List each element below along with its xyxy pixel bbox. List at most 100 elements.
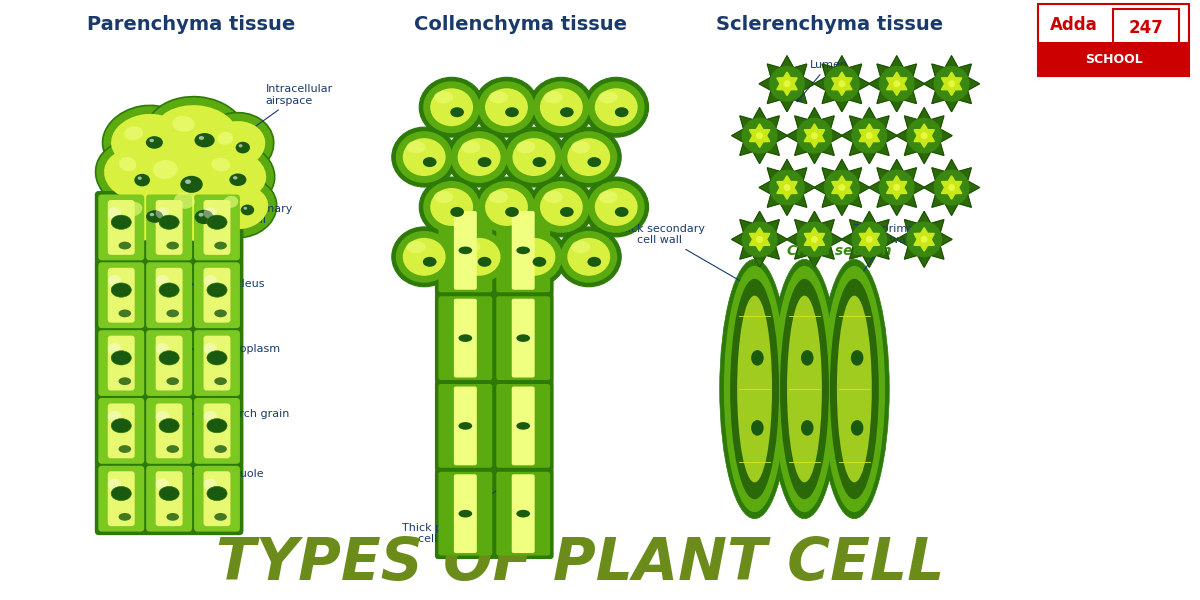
Ellipse shape — [206, 121, 265, 168]
Polygon shape — [880, 67, 914, 101]
Polygon shape — [935, 67, 968, 101]
Ellipse shape — [96, 140, 176, 209]
FancyBboxPatch shape — [191, 259, 244, 332]
Polygon shape — [760, 56, 815, 112]
Ellipse shape — [160, 419, 179, 433]
Ellipse shape — [215, 445, 227, 453]
FancyBboxPatch shape — [156, 200, 182, 255]
Ellipse shape — [774, 266, 835, 512]
Ellipse shape — [215, 377, 227, 385]
Ellipse shape — [948, 184, 955, 191]
Ellipse shape — [446, 227, 511, 287]
FancyBboxPatch shape — [454, 474, 476, 553]
Ellipse shape — [204, 275, 217, 287]
Polygon shape — [732, 108, 787, 164]
Ellipse shape — [588, 181, 644, 233]
Ellipse shape — [512, 238, 556, 276]
Ellipse shape — [560, 207, 574, 217]
Ellipse shape — [784, 80, 791, 87]
Ellipse shape — [198, 113, 274, 176]
Polygon shape — [907, 222, 942, 257]
FancyBboxPatch shape — [95, 326, 148, 400]
Polygon shape — [942, 72, 961, 95]
FancyBboxPatch shape — [511, 386, 535, 465]
Ellipse shape — [241, 205, 254, 215]
FancyBboxPatch shape — [95, 463, 148, 535]
Ellipse shape — [206, 419, 227, 433]
FancyBboxPatch shape — [1038, 42, 1189, 76]
Polygon shape — [786, 211, 842, 268]
FancyBboxPatch shape — [497, 472, 550, 556]
Ellipse shape — [194, 210, 214, 224]
Ellipse shape — [156, 343, 169, 355]
Ellipse shape — [102, 106, 190, 174]
Polygon shape — [869, 160, 925, 215]
Ellipse shape — [533, 157, 546, 167]
Ellipse shape — [167, 445, 179, 453]
Ellipse shape — [204, 343, 217, 355]
Ellipse shape — [119, 242, 131, 250]
Ellipse shape — [588, 157, 601, 167]
Ellipse shape — [185, 179, 191, 184]
FancyBboxPatch shape — [204, 200, 230, 255]
Ellipse shape — [516, 141, 535, 154]
Ellipse shape — [204, 479, 217, 490]
Ellipse shape — [851, 350, 864, 365]
FancyBboxPatch shape — [95, 259, 148, 332]
Ellipse shape — [119, 445, 131, 453]
FancyBboxPatch shape — [438, 208, 492, 292]
Polygon shape — [832, 72, 852, 95]
Ellipse shape — [160, 351, 179, 365]
Text: Cross section: Cross section — [139, 244, 244, 259]
Ellipse shape — [215, 242, 227, 250]
Ellipse shape — [488, 191, 508, 203]
Ellipse shape — [800, 420, 814, 436]
Polygon shape — [896, 108, 952, 164]
Ellipse shape — [160, 215, 179, 229]
Ellipse shape — [893, 80, 900, 87]
Ellipse shape — [516, 241, 535, 253]
Ellipse shape — [751, 350, 763, 365]
Ellipse shape — [488, 91, 508, 103]
FancyBboxPatch shape — [143, 326, 196, 400]
Ellipse shape — [112, 487, 131, 500]
FancyBboxPatch shape — [95, 191, 148, 264]
Polygon shape — [859, 124, 880, 148]
Text: Cross section: Cross section — [468, 244, 572, 259]
Ellipse shape — [568, 138, 611, 176]
Ellipse shape — [157, 182, 235, 241]
Ellipse shape — [205, 178, 277, 238]
Polygon shape — [797, 118, 832, 153]
Ellipse shape — [450, 207, 464, 217]
Ellipse shape — [187, 140, 275, 209]
Ellipse shape — [560, 131, 617, 183]
Ellipse shape — [215, 310, 227, 317]
Ellipse shape — [529, 177, 594, 237]
Ellipse shape — [730, 279, 779, 499]
Polygon shape — [841, 211, 898, 268]
Ellipse shape — [485, 88, 528, 126]
Ellipse shape — [174, 193, 194, 209]
FancyBboxPatch shape — [434, 293, 496, 383]
Ellipse shape — [502, 227, 566, 287]
FancyBboxPatch shape — [98, 398, 144, 464]
Ellipse shape — [851, 420, 864, 436]
Polygon shape — [769, 67, 804, 101]
FancyBboxPatch shape — [511, 299, 535, 377]
Ellipse shape — [133, 144, 228, 215]
Ellipse shape — [108, 275, 121, 287]
Ellipse shape — [403, 138, 445, 176]
Ellipse shape — [424, 181, 480, 233]
Text: Starch grain: Starch grain — [163, 409, 289, 419]
Text: Thick secondary
cell wall: Thick secondary cell wall — [614, 224, 751, 287]
Ellipse shape — [422, 157, 437, 167]
Ellipse shape — [233, 176, 238, 179]
Ellipse shape — [458, 247, 473, 254]
Ellipse shape — [206, 215, 227, 229]
Ellipse shape — [557, 227, 622, 287]
Ellipse shape — [173, 116, 194, 132]
Ellipse shape — [450, 107, 464, 117]
Ellipse shape — [544, 91, 563, 103]
Ellipse shape — [823, 266, 886, 512]
Ellipse shape — [419, 177, 484, 237]
